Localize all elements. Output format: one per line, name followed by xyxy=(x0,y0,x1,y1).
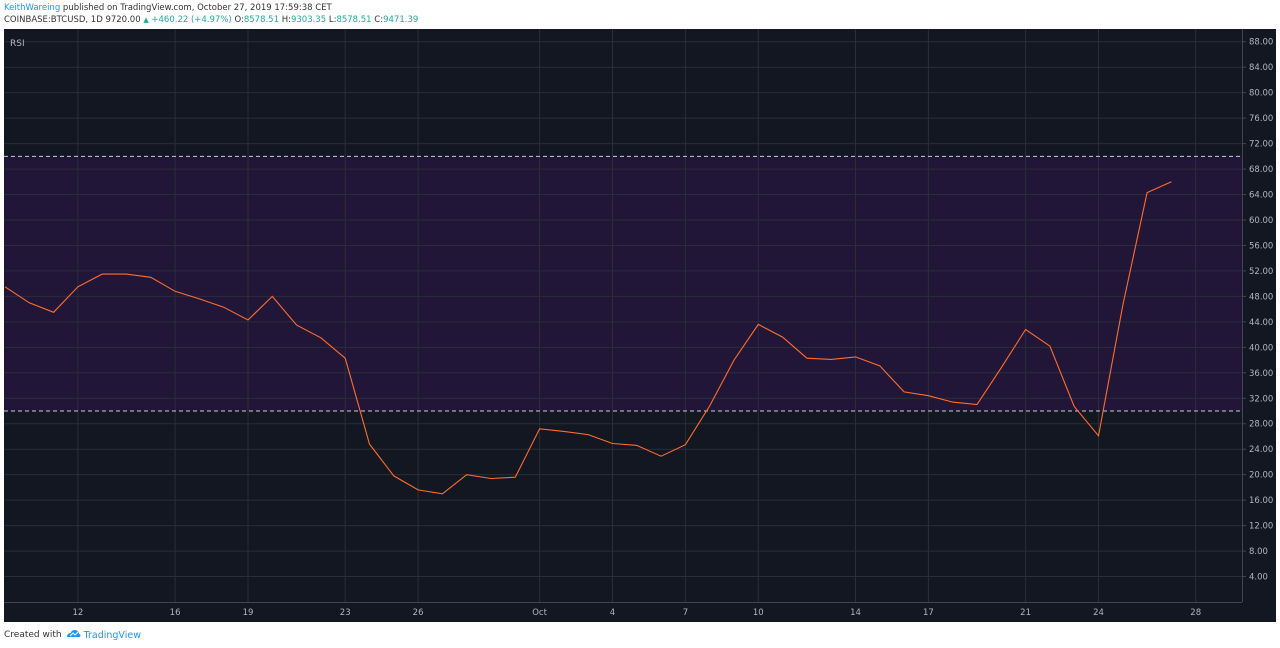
time-tick-label: 17 xyxy=(923,608,934,618)
up-arrow-icon: ▲ xyxy=(143,16,149,24)
time-tick-label: 16 xyxy=(170,608,181,618)
price-tick-label: 32.00 xyxy=(1249,394,1273,404)
price-tick-label: 44.00 xyxy=(1249,318,1273,328)
rsi-band xyxy=(4,156,1242,411)
time-tick-label: Oct xyxy=(532,608,547,618)
high-value: 9303.35 xyxy=(290,15,327,25)
author-link[interactable]: KeithWareing xyxy=(4,3,61,13)
time-tick-label: 19 xyxy=(243,608,254,618)
time-tick-label: 21 xyxy=(1020,608,1031,618)
price-tick-label: 68.00 xyxy=(1249,165,1273,175)
symbol-label: COINBASE:BTCUSD, 1D xyxy=(4,15,103,25)
time-tick-label: 10 xyxy=(753,608,764,618)
low-label: L: xyxy=(328,15,337,25)
grid-lines xyxy=(4,29,1242,602)
time-tick-label: 7 xyxy=(683,608,688,618)
time-axis[interactable] xyxy=(4,602,1242,622)
price-tick-label: 88.00 xyxy=(1249,38,1273,48)
price-change: +460.22 (+4.97%) xyxy=(151,15,232,25)
price-tick-label: 16.00 xyxy=(1249,496,1273,506)
price-tick-label: 76.00 xyxy=(1249,114,1273,124)
time-tick-label: 23 xyxy=(340,608,351,618)
price-tick-label: 36.00 xyxy=(1249,369,1273,379)
indicator-label[interactable]: RSI xyxy=(10,39,25,49)
published-text: published on TradingView.com, October 27… xyxy=(62,3,332,13)
price-tick-label: 28.00 xyxy=(1249,420,1273,430)
rsi-line xyxy=(4,181,1172,495)
price-tick-label: 20.00 xyxy=(1249,471,1273,481)
last-price: 9720.00 xyxy=(105,15,141,25)
open-value: 8578.51 xyxy=(243,15,279,25)
time-tick-label: 12 xyxy=(72,608,83,618)
created-with-text: Created with xyxy=(4,630,62,640)
price-tick-label: 84.00 xyxy=(1249,63,1273,73)
price-tick-label: 4.00 xyxy=(1249,573,1268,583)
close-label: C: xyxy=(374,15,384,25)
price-tick-label: 12.00 xyxy=(1249,522,1273,532)
open-label: O: xyxy=(234,15,244,25)
price-tick-label: 8.00 xyxy=(1249,547,1268,557)
price-tick-label: 48.00 xyxy=(1249,292,1273,302)
rsi-chart[interactable]: 4.00 8.00 12.00 16.00 20.00 24.00 28.00 32.00 36… xyxy=(4,29,1276,622)
time-tick-label: 28 xyxy=(1190,608,1201,618)
tradingview-logo-icon xyxy=(66,629,82,641)
close-value: 9471.39 xyxy=(383,15,419,25)
time-tick-label: 26 xyxy=(413,608,424,618)
price-tick-label: 72.00 xyxy=(1249,140,1273,150)
price-axis-labels: 4.00 8.00 12.00 16.00 20.00 24.00 28.00 32.00 36… xyxy=(1242,38,1273,583)
price-axis[interactable] xyxy=(1242,29,1276,622)
time-tick-label: 24 xyxy=(1093,608,1104,618)
price-tick-label: 40.00 xyxy=(1249,343,1273,353)
high-label: H: xyxy=(281,15,291,25)
price-tick-label: 56.00 xyxy=(1249,241,1273,251)
price-tick-label: 52.00 xyxy=(1249,267,1273,277)
price-tick-label: 64.00 xyxy=(1249,191,1273,201)
low-value: 8578.51 xyxy=(336,15,372,25)
price-tick-label: 80.00 xyxy=(1249,89,1273,99)
price-tick-label: 60.00 xyxy=(1249,216,1273,226)
time-axis-labels: 12 16 19 23 26 Oct 4 7 10 14 17 21 24 28 xyxy=(72,608,1201,618)
footer: Created with TradingView xyxy=(4,629,141,641)
publish-info: KeithWareing published on TradingView.co… xyxy=(4,3,332,14)
time-tick-label: 14 xyxy=(850,608,861,618)
time-tick-label: 4 xyxy=(610,608,615,618)
symbol-info: COINBASE:BTCUSD, 1D 9720.00 ▲ +460.22 (+… xyxy=(4,15,418,26)
tradingview-brand[interactable]: TradingView xyxy=(83,629,141,641)
price-tick-label: 24.00 xyxy=(1249,445,1273,455)
